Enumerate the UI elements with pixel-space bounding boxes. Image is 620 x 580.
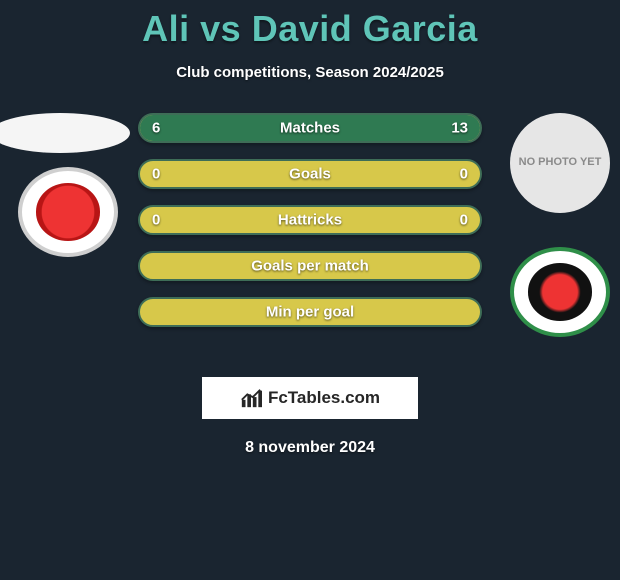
stat-bars: 6 Matches 13 0 Goals 0 0 Hattricks 0 Goa…	[138, 113, 482, 343]
stat-label: Matches	[140, 120, 480, 137]
stat-bar-goals-per-match: Goals per match	[138, 251, 482, 281]
stat-bar-hattricks: 0 Hattricks 0	[138, 205, 482, 235]
club-left-badge	[18, 167, 118, 257]
page-title: Ali vs David Garcia	[0, 0, 620, 50]
watermark-box: FcTables.com	[202, 377, 418, 419]
generated-date: 8 november 2024	[0, 439, 620, 457]
subtitle: Club competitions, Season 2024/2025	[0, 64, 620, 81]
stat-right-value: 0	[460, 212, 468, 229]
watermark-text: FcTables.com	[268, 388, 380, 408]
club-right-icon	[528, 263, 592, 320]
stat-right-value: 0	[460, 166, 468, 183]
player-left-avatar	[0, 113, 130, 153]
no-photo-placeholder: NO PHOTO YET	[519, 156, 602, 169]
stat-label: Hattricks	[140, 212, 480, 229]
stat-label: Goals per match	[140, 258, 480, 275]
comparison-arena: NO PHOTO YET 6 Matches 13 0 Goals 0 0 Ha…	[0, 99, 620, 359]
stat-label: Min per goal	[140, 304, 480, 321]
stat-bar-matches: 6 Matches 13	[138, 113, 482, 143]
club-left-icon	[36, 183, 100, 240]
stat-bar-min-per-goal: Min per goal	[138, 297, 482, 327]
stat-right-value: 13	[451, 120, 468, 137]
stat-label: Goals	[140, 166, 480, 183]
bar-chart-icon	[240, 387, 262, 409]
stat-bar-goals: 0 Goals 0	[138, 159, 482, 189]
club-right-badge	[510, 247, 610, 337]
player-right-avatar: NO PHOTO YET	[510, 113, 610, 213]
